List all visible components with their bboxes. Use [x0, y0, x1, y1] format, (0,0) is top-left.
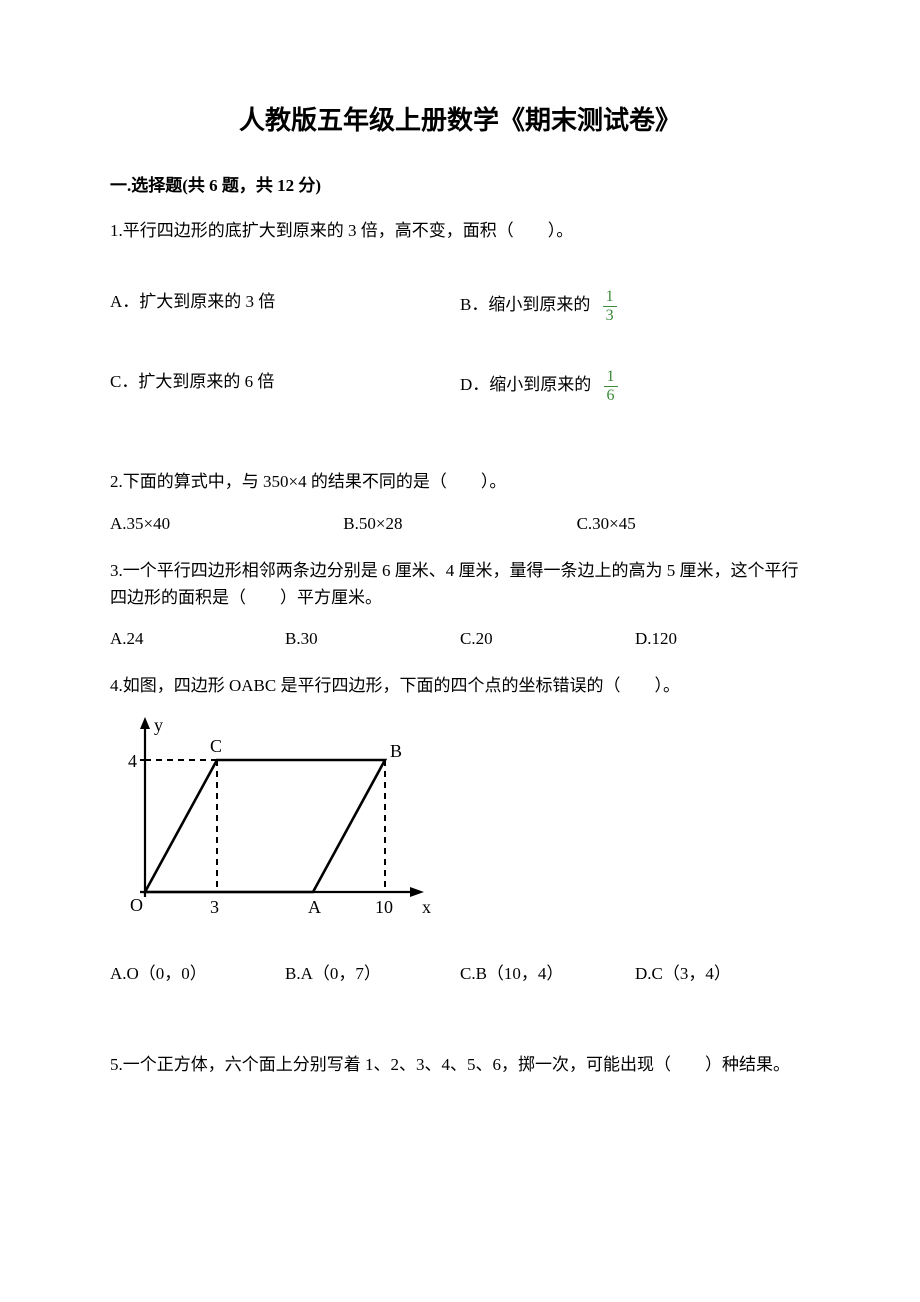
- fraction-1-6: 1 6: [604, 368, 618, 404]
- question-1-option-d: D．缩小到原来的 1 6: [460, 368, 810, 404]
- question-1-option-a: A．扩大到原来的 3 倍: [110, 288, 460, 324]
- question-3-option-d: D.120: [635, 625, 810, 652]
- question-1-option-c: C．扩大到原来的 6 倍: [110, 368, 460, 404]
- question-2-option-a: A.35×40: [110, 510, 343, 537]
- question-1-text: 1.平行四边形的底扩大到原来的 3 倍，高不变，面积（ ）。: [110, 217, 810, 244]
- fraction-1-3: 1 3: [603, 288, 617, 324]
- question-1-option-b: B．缩小到原来的 1 3: [460, 288, 810, 324]
- question-1-options-row2: C．扩大到原来的 6 倍 D．缩小到原来的 1 6: [110, 368, 810, 404]
- question-3: 3.一个平行四边形相邻两条边分别是 6 厘米、4 厘米，量得一条边上的高为 5 …: [110, 557, 810, 653]
- question-5-text: 5.一个正方体，六个面上分别写着 1、2、3、4、5、6，掷一次，可能出现（ ）…: [110, 1051, 810, 1078]
- question-4-option-b: B.A（0，7）: [285, 960, 460, 987]
- question-2-option-b: B.50×28: [343, 510, 576, 537]
- question-3-option-c: C.20: [460, 625, 635, 652]
- question-2: 2.下面的算式中，与 350×4 的结果不同的是（ ）。 A.35×40 B.5…: [110, 468, 810, 536]
- question-4-text: 4.如图，四边形 OABC 是平行四边形，下面的四个点的坐标错误的（ ）。: [110, 672, 810, 699]
- section-header: 一.选择题(共 6 题，共 12 分): [110, 172, 810, 199]
- fraction-denominator: 3: [603, 307, 617, 325]
- parallelogram-diagram: 4 3 10 A y x O C B: [110, 717, 440, 927]
- question-1-options-row1: A．扩大到原来的 3 倍 B．缩小到原来的 1 3: [110, 288, 810, 324]
- question-3-options: A.24 B.30 C.20 D.120: [110, 625, 810, 652]
- question-3-option-a: A.24: [110, 625, 285, 652]
- x-tick-10: 10: [375, 897, 393, 917]
- point-b-label: B: [390, 741, 402, 761]
- question-1-option-d-prefix: D．缩小到原来的: [460, 375, 591, 394]
- question-4-option-d: D.C（3，4）: [635, 960, 810, 987]
- question-4: 4.如图，四边形 OABC 是平行四边形，下面的四个点的坐标错误的（ ）。 4 …: [110, 672, 810, 1031]
- question-3-option-b: B.30: [285, 625, 460, 652]
- question-1: 1.平行四边形的底扩大到原来的 3 倍，高不变，面积（ ）。 A．扩大到原来的 …: [110, 217, 810, 449]
- question-4-figure: 4 3 10 A y x O C B: [110, 717, 810, 935]
- question-3-text: 3.一个平行四边形相邻两条边分别是 6 厘米、4 厘米，量得一条边上的高为 5 …: [110, 557, 810, 611]
- question-4-options: A.O（0，0） B.A（0，7） C.B（10，4） D.C（3，4）: [110, 960, 810, 987]
- fraction-denominator: 6: [604, 387, 618, 405]
- question-5: 5.一个正方体，六个面上分别写着 1、2、3、4、5、6，掷一次，可能出现（ ）…: [110, 1051, 810, 1078]
- question-2-option-c: C.30×45: [577, 510, 810, 537]
- question-2-text: 2.下面的算式中，与 350×4 的结果不同的是（ ）。: [110, 468, 810, 495]
- question-4-option-a: A.O（0，0）: [110, 960, 285, 987]
- x-axis-label: x: [422, 897, 431, 917]
- question-4-option-c: C.B（10，4）: [460, 960, 635, 987]
- y-axis-label: y: [154, 717, 163, 735]
- origin-label: O: [130, 895, 143, 915]
- question-2-options: A.35×40 B.50×28 C.30×45: [110, 510, 810, 537]
- point-a-label: A: [308, 897, 321, 917]
- y-tick-4: 4: [128, 751, 137, 771]
- point-c-label: C: [210, 736, 222, 756]
- x-tick-3: 3: [210, 897, 219, 917]
- question-1-option-b-prefix: B．缩小到原来的: [460, 295, 590, 314]
- fraction-numerator: 1: [604, 368, 618, 387]
- page-title: 人教版五年级上册数学《期末测试卷》: [110, 100, 810, 142]
- fraction-numerator: 1: [603, 288, 617, 307]
